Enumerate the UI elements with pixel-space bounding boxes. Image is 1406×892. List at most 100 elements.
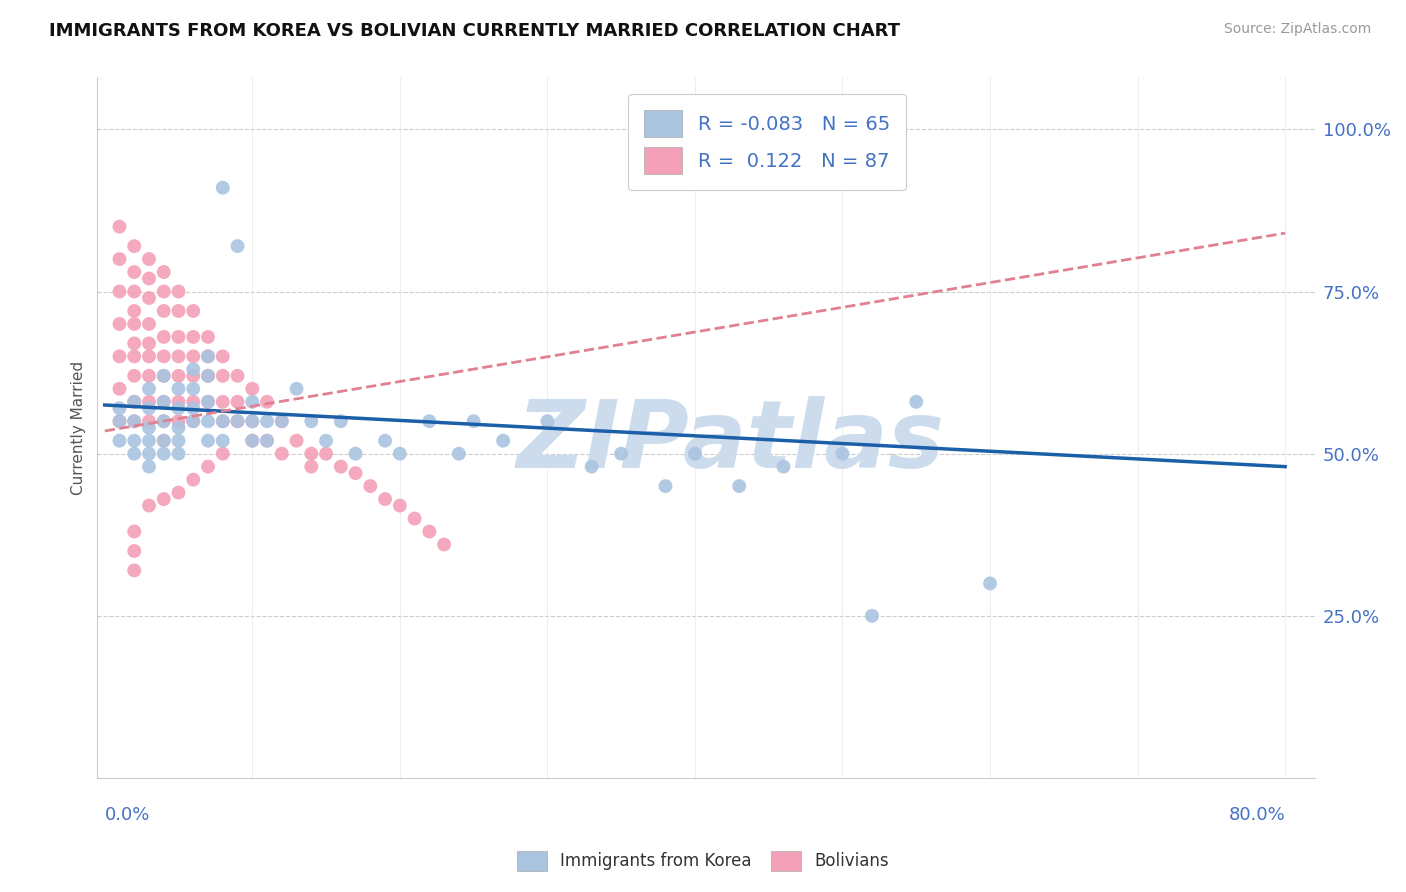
Point — [122, 544, 145, 558]
Point — [167, 368, 190, 383]
Point — [108, 219, 131, 234]
Point — [181, 414, 204, 428]
Point — [197, 368, 219, 383]
Point — [463, 414, 485, 428]
Point — [240, 434, 263, 448]
Point — [122, 336, 145, 351]
Point — [240, 382, 263, 396]
Point — [167, 394, 190, 409]
Point — [388, 499, 411, 513]
Point — [211, 447, 233, 461]
Point — [860, 608, 883, 623]
Point — [181, 368, 204, 383]
Point — [683, 447, 706, 461]
Point — [138, 252, 160, 266]
Point — [152, 350, 174, 364]
Text: 80.0%: 80.0% — [1229, 806, 1285, 824]
Point — [728, 479, 751, 493]
Point — [329, 414, 352, 428]
Point — [329, 459, 352, 474]
Point — [122, 394, 145, 409]
Point — [256, 394, 278, 409]
Text: ZIPatlas: ZIPatlas — [516, 396, 945, 488]
Point — [122, 394, 145, 409]
Point — [374, 492, 396, 507]
Point — [181, 394, 204, 409]
Point — [240, 434, 263, 448]
Legend: R = -0.083   N = 65, R =  0.122   N = 87: R = -0.083 N = 65, R = 0.122 N = 87 — [628, 95, 905, 190]
Point — [359, 479, 381, 493]
Point — [418, 414, 440, 428]
Point — [197, 368, 219, 383]
Point — [256, 434, 278, 448]
Point — [197, 330, 219, 344]
Point — [122, 434, 145, 448]
Point — [108, 414, 131, 428]
Point — [138, 394, 160, 409]
Point — [270, 447, 292, 461]
Point — [122, 350, 145, 364]
Point — [167, 285, 190, 299]
Point — [138, 291, 160, 305]
Point — [167, 421, 190, 435]
Point — [108, 317, 131, 331]
Point — [181, 414, 204, 428]
Point — [122, 239, 145, 253]
Point — [152, 414, 174, 428]
Point — [138, 401, 160, 416]
Point — [315, 447, 337, 461]
Point — [167, 485, 190, 500]
Point — [152, 434, 174, 448]
Point — [197, 350, 219, 364]
Point — [226, 414, 249, 428]
Point — [108, 252, 131, 266]
Point — [108, 285, 131, 299]
Point — [181, 304, 204, 318]
Point — [152, 368, 174, 383]
Point — [108, 382, 131, 396]
Point — [108, 434, 131, 448]
Point — [211, 414, 233, 428]
Point — [772, 459, 794, 474]
Point — [211, 368, 233, 383]
Point — [152, 414, 174, 428]
Point — [256, 434, 278, 448]
Point — [211, 180, 233, 194]
Point — [122, 368, 145, 383]
Point — [152, 285, 174, 299]
Point — [240, 414, 263, 428]
Point — [167, 447, 190, 461]
Point — [167, 330, 190, 344]
Point — [181, 382, 204, 396]
Point — [122, 414, 145, 428]
Point — [167, 350, 190, 364]
Point — [226, 239, 249, 253]
Point — [181, 362, 204, 376]
Point — [152, 394, 174, 409]
Point — [167, 382, 190, 396]
Point — [447, 447, 470, 461]
Point — [197, 414, 219, 428]
Point — [197, 394, 219, 409]
Point — [211, 394, 233, 409]
Point — [344, 466, 367, 480]
Point — [138, 499, 160, 513]
Point — [122, 317, 145, 331]
Point — [610, 447, 633, 461]
Point — [285, 382, 308, 396]
Point — [138, 434, 160, 448]
Point — [299, 447, 322, 461]
Point — [211, 350, 233, 364]
Point — [167, 434, 190, 448]
Point — [108, 350, 131, 364]
Point — [138, 447, 160, 461]
Point — [240, 394, 263, 409]
Point — [138, 350, 160, 364]
Point — [374, 434, 396, 448]
Point — [138, 421, 160, 435]
Point — [152, 304, 174, 318]
Point — [138, 336, 160, 351]
Point — [122, 414, 145, 428]
Point — [285, 434, 308, 448]
Point — [181, 350, 204, 364]
